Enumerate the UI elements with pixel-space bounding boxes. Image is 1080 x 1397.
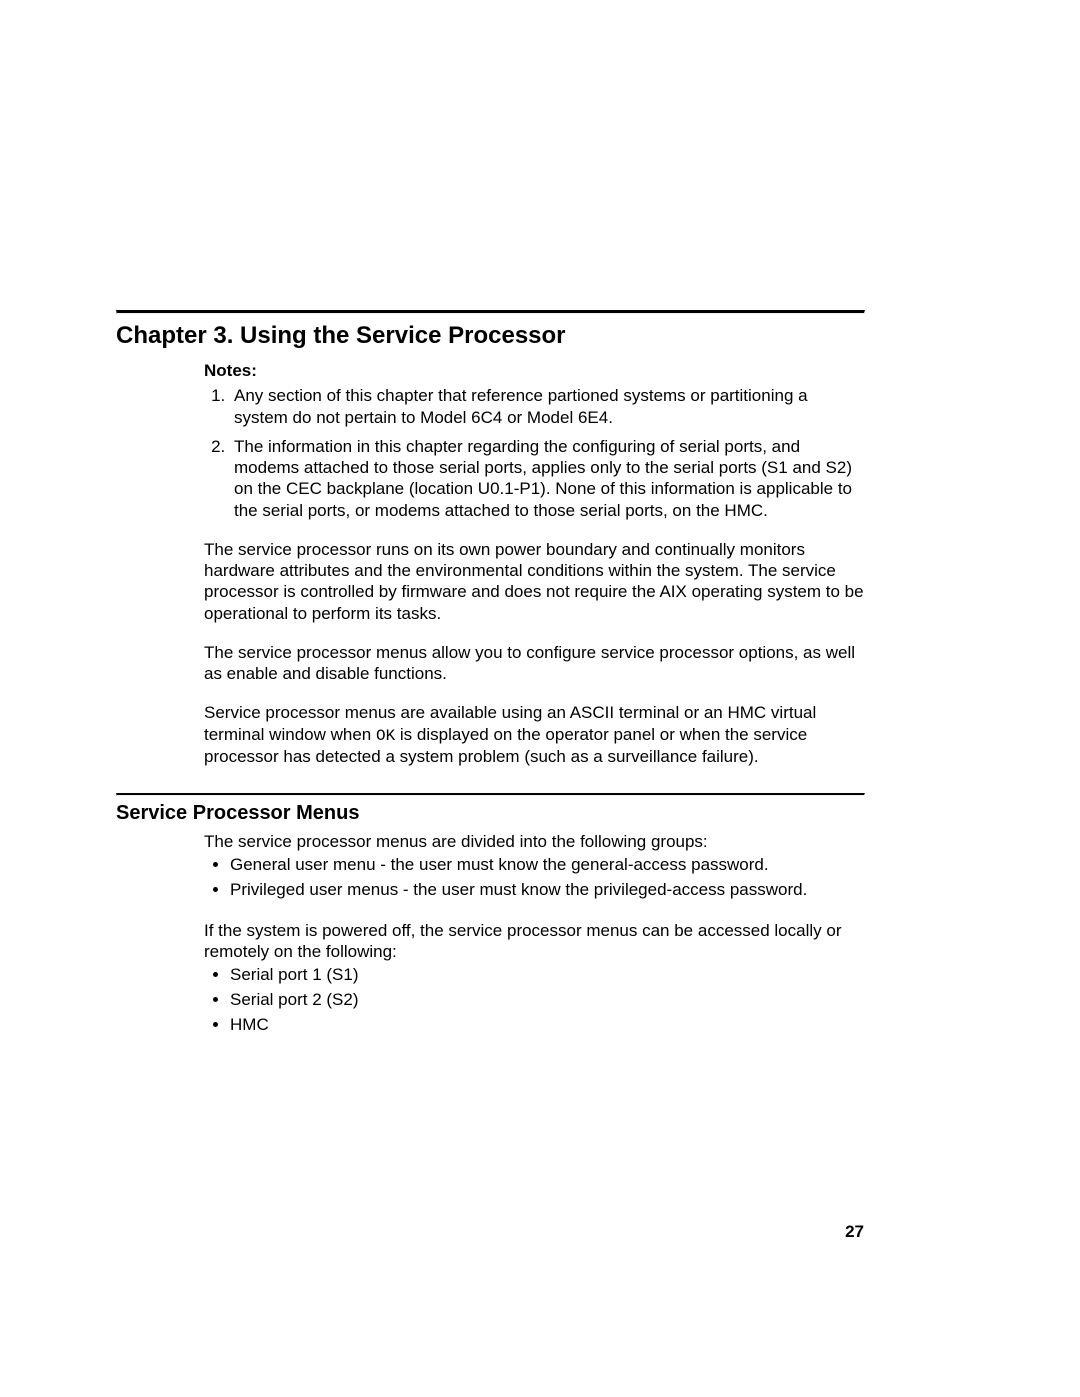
- section-title: Service Processor Menus: [116, 802, 865, 825]
- section-followup: If the system is powered off, the servic…: [204, 920, 865, 963]
- list-item: Serial port 1 (S1): [230, 964, 865, 987]
- note-item: The information in this chapter regardin…: [230, 436, 865, 521]
- access-bullet-list: Serial port 1 (S1) Serial port 2 (S2) HM…: [204, 964, 865, 1037]
- chapter-divider: [116, 310, 865, 314]
- list-item: General user menu - the user must know t…: [230, 854, 865, 877]
- page-number: 27: [845, 1222, 864, 1242]
- note-item: Any section of this chapter that referen…: [230, 385, 865, 428]
- section-intro: The service processor menus are divided …: [204, 831, 865, 852]
- list-item: HMC: [230, 1014, 865, 1037]
- content-block: Chapter 3. Using the Service Processor N…: [116, 310, 865, 1039]
- chapter-title: Chapter 3. Using the Service Processor: [116, 322, 865, 350]
- list-item: Privileged user menus - the user must kn…: [230, 879, 865, 902]
- notes-section: Notes: Any section of this chapter that …: [204, 360, 865, 521]
- body-paragraph: Service processor menus are available us…: [204, 702, 865, 767]
- notes-list: Any section of this chapter that referen…: [204, 385, 865, 521]
- body-paragraph: The service processor runs on its own po…: [204, 539, 865, 624]
- notes-label: Notes:: [204, 360, 865, 381]
- page-container: Chapter 3. Using the Service Processor N…: [0, 0, 1080, 1397]
- list-item: Serial port 2 (S2): [230, 989, 865, 1012]
- inline-code: OK: [376, 727, 395, 745]
- body-paragraph: The service processor menus allow you to…: [204, 642, 865, 685]
- group-bullet-list: General user menu - the user must know t…: [204, 854, 865, 902]
- section-divider: [116, 793, 865, 796]
